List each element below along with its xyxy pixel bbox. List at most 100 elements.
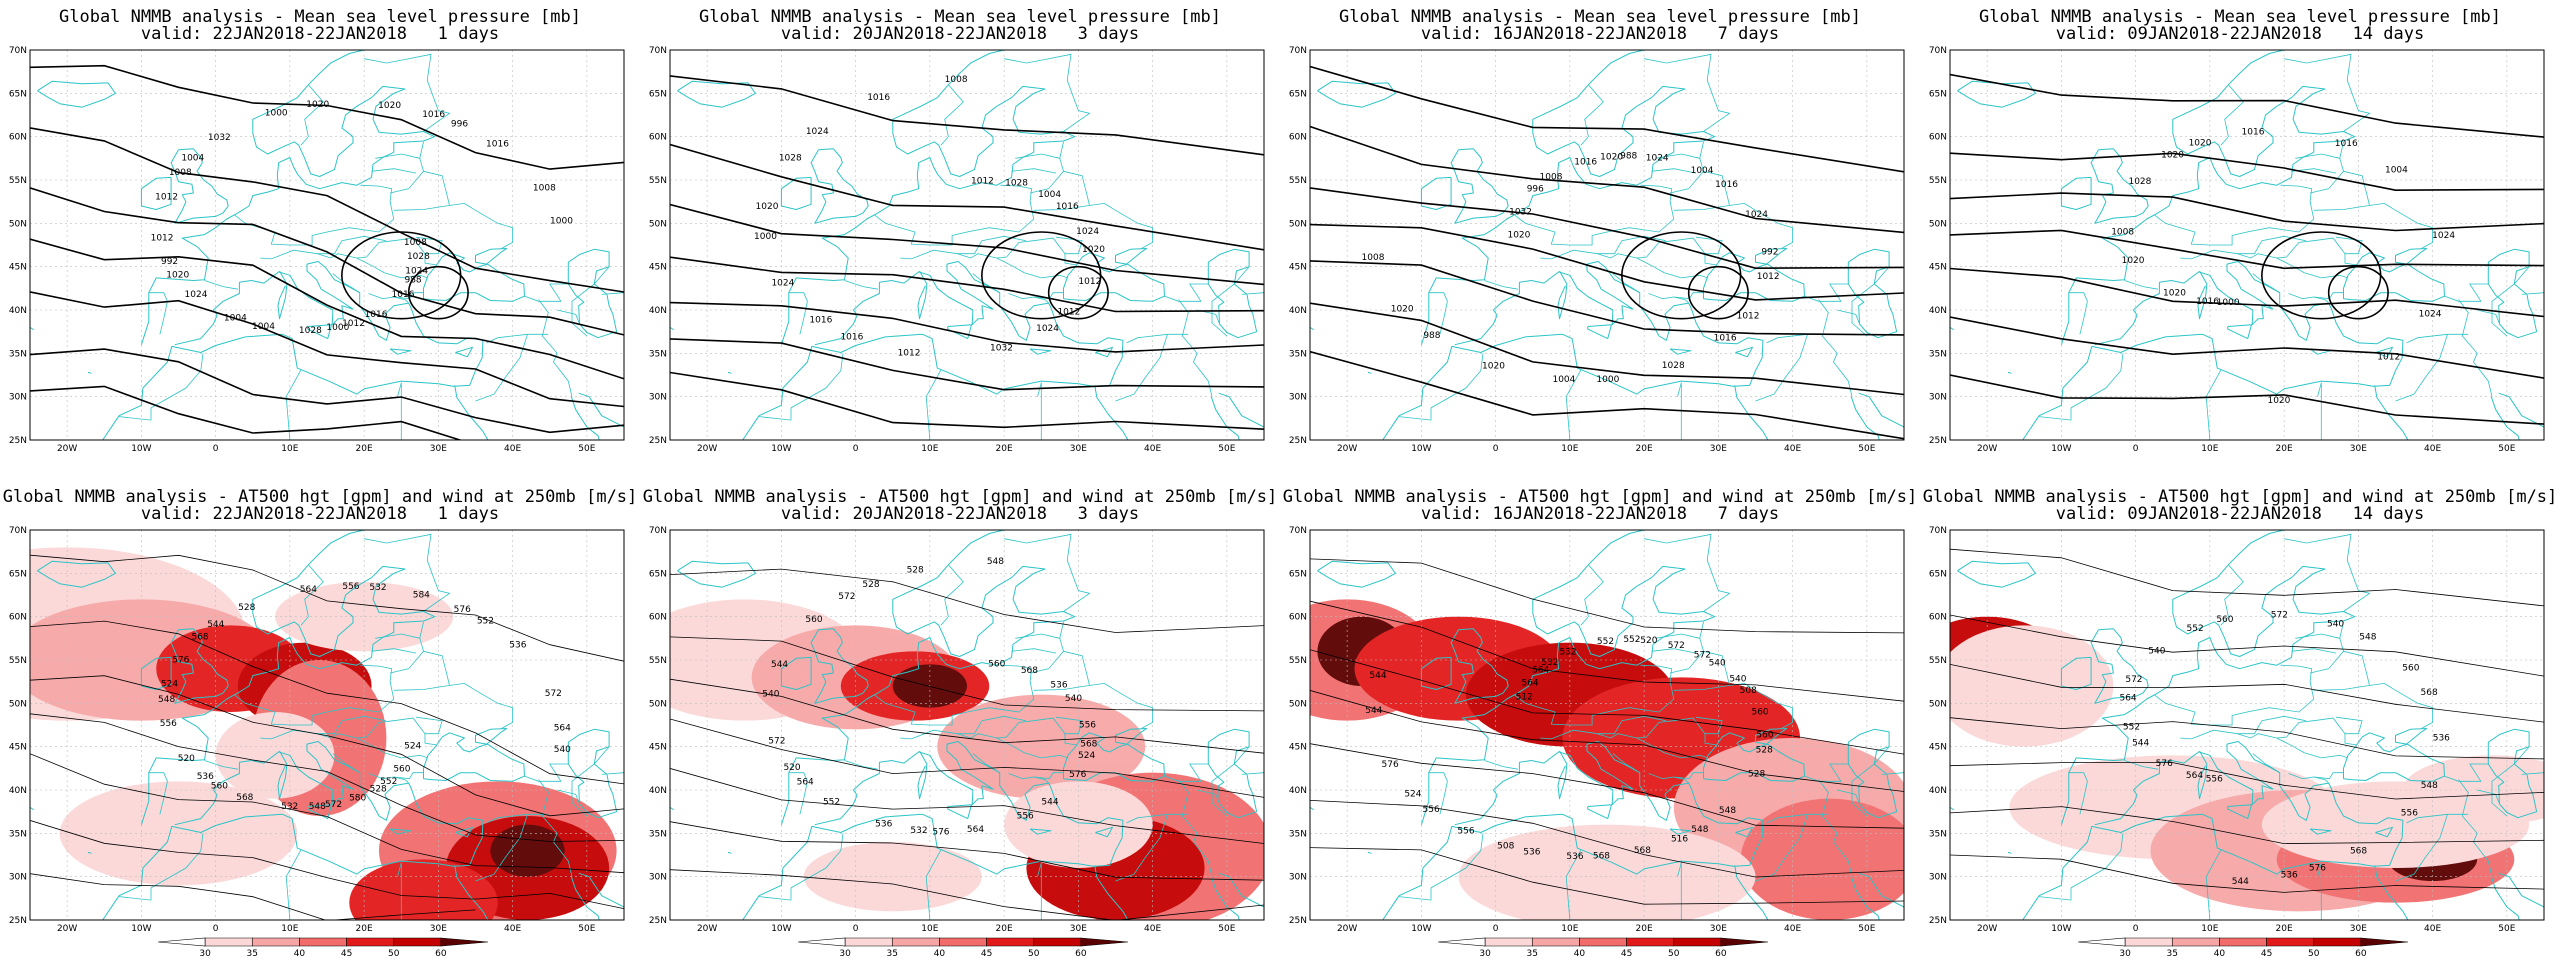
lat-label: 70N (1289, 46, 1307, 56)
panel-title: Global NMMB analysis - AT500 hgt [gpm] a… (1922, 487, 2558, 507)
lat-label: 45N (1289, 743, 1307, 753)
isoline (670, 75, 1264, 156)
country-border (332, 273, 360, 294)
coastline (727, 371, 732, 374)
colorbar-bin (2171, 937, 2220, 947)
country-border (1430, 353, 1484, 409)
lat-label: 40N (1289, 306, 1307, 316)
country-border (1677, 862, 1682, 877)
lon-label: 10W (1411, 444, 1431, 454)
lat-label: 45N (1289, 263, 1307, 273)
coastline (2498, 872, 2544, 908)
panel-z500-7d: Global NMMB analysis - AT500 hgt [gpm] a… (1280, 480, 1920, 960)
lat-labels: 70N 65N 60N 55N 50N 45N 40N 35N 30N 25N (1289, 46, 1307, 446)
colorbar-bin (1720, 937, 1769, 947)
coastline (2374, 865, 2409, 920)
isoline (30, 620, 624, 785)
country-border (416, 716, 443, 735)
contour-label: 1028 (779, 154, 802, 164)
colorbar-bin (2124, 937, 2173, 947)
country-border (371, 168, 417, 174)
contour-label: 564 (554, 723, 571, 733)
coastline (1310, 806, 1314, 811)
colorbar-bin (440, 937, 489, 947)
lat-label: 65N (9, 89, 27, 99)
country-border (2124, 280, 2158, 290)
contour-label: 548 (2359, 632, 2376, 642)
lat-label: 25N (649, 916, 667, 926)
coastline (677, 560, 756, 588)
borders (759, 53, 1264, 440)
isoline (30, 713, 624, 842)
lat-label: 65N (1929, 89, 1947, 99)
colorbar-bin (1080, 937, 1129, 947)
isoline (1950, 152, 2544, 192)
isoline (1950, 717, 2544, 760)
contour-lines (1310, 558, 1904, 905)
colorbar-tick: 30 (199, 949, 211, 959)
contour-label: 576 (454, 605, 471, 615)
coastline (1703, 252, 1805, 302)
contour-label: 1020 (2161, 151, 2184, 161)
contour-label: 1016 (392, 290, 415, 300)
contour-label: 1004 (252, 322, 275, 332)
lat-label: 45N (9, 263, 27, 273)
lat-label: 55N (1289, 176, 1307, 186)
contour-label: 1024 (2432, 231, 2455, 241)
contour-label: 1028 (299, 326, 322, 336)
panel-valid-line: valid: 09JAN2018-22JAN2018 14 days (2055, 504, 2425, 524)
country-border (356, 257, 429, 279)
contour-label: 1016 (2242, 127, 2265, 137)
contour-label: 1024 (806, 127, 829, 137)
lon-label: 40E (504, 444, 521, 454)
wind-blob (215, 712, 335, 799)
lat-label: 55N (649, 656, 667, 666)
contour-label: 1024 (771, 278, 794, 288)
country-border (1677, 382, 1682, 397)
contour-label: 1012 (898, 349, 921, 359)
country-border (1015, 153, 1060, 159)
country-border (759, 887, 792, 901)
coastline (1734, 385, 1769, 440)
country-border (1164, 763, 1209, 782)
lon-label: 10E (921, 444, 938, 454)
lat-label: 55N (649, 176, 667, 186)
country-border (1115, 814, 1168, 882)
lat-label: 70N (649, 46, 667, 56)
lon-label: 40E (2424, 444, 2441, 454)
map-plot: 1008100410009969929881000100410081012101… (9, 46, 625, 454)
closed-isobar (407, 265, 469, 320)
borders (2039, 533, 2544, 920)
map-plot: 1004 1000 1012 1008 1016 1024 1028 1032 1028 1024… (649, 46, 1265, 454)
lon-label: 20E (996, 444, 1013, 454)
contour-label: 572 (2125, 675, 2142, 685)
isoline (1310, 649, 1904, 755)
coastline (2227, 804, 2252, 820)
lon-label: 50E (2498, 444, 2515, 454)
contour-label: 564 (300, 585, 317, 595)
contour-label: 532 (1559, 648, 1576, 658)
lon-label: 10E (281, 924, 298, 934)
country-border (393, 202, 513, 249)
country-border (1030, 621, 1064, 674)
contour-labels: 5245285325365405445485525565605645685725… (158, 582, 571, 812)
country-border (1056, 716, 1083, 735)
country-border (204, 760, 238, 770)
coastline (1029, 828, 1052, 835)
country-border (1673, 296, 1689, 304)
country-border (2336, 716, 2363, 735)
country-border (2039, 407, 2072, 421)
coastline (1450, 148, 1509, 224)
country-border (940, 84, 964, 146)
isoline (1950, 73, 2544, 138)
contour-label: 1024 (1076, 227, 1099, 237)
contour-label: 556 (1457, 826, 1474, 836)
contour-label: 568 (1021, 666, 1038, 676)
isoline (30, 753, 624, 874)
country-border (972, 753, 1000, 774)
country-border (1004, 53, 1091, 132)
country-border (1181, 815, 1213, 877)
lon-label: 50E (1218, 924, 1235, 934)
coastline (814, 762, 880, 826)
contour-label: 1008 (169, 168, 192, 178)
